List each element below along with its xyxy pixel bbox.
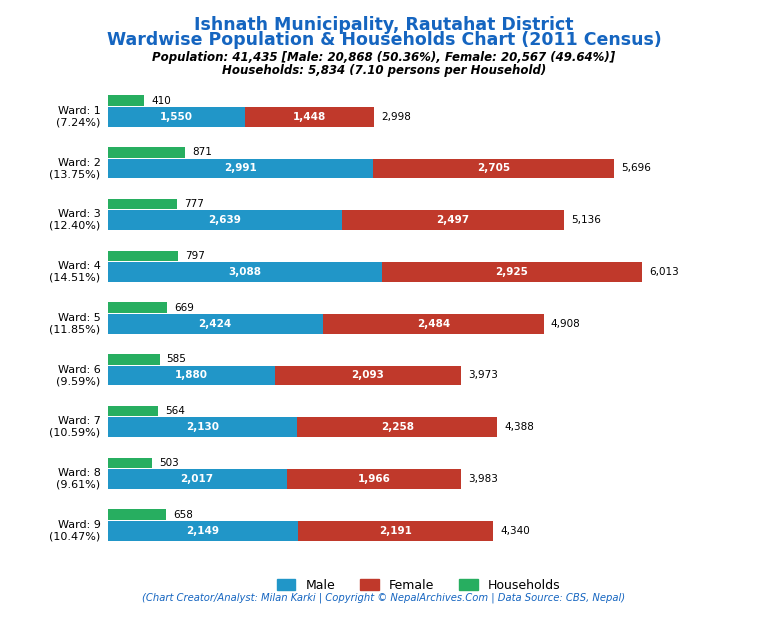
Text: 2,484: 2,484 (417, 319, 450, 329)
Bar (108, 417, 296, 437)
Bar (108, 366, 275, 385)
Bar (299, 521, 493, 541)
Text: 564: 564 (165, 406, 184, 416)
Text: 1,550: 1,550 (160, 112, 193, 121)
Text: 2,639: 2,639 (208, 215, 241, 225)
Legend: Male, Female, Households: Male, Female, Households (272, 574, 565, 597)
Bar (108, 510, 166, 520)
Text: (Chart Creator/Analyst: Milan Karki | Copyright © NepalArchives.Com | Data Sourc: (Chart Creator/Analyst: Milan Karki | Co… (142, 592, 626, 603)
Text: 4,908: 4,908 (551, 319, 581, 329)
Bar (108, 354, 160, 364)
Text: 3,983: 3,983 (468, 474, 498, 484)
Text: 3,088: 3,088 (228, 267, 261, 277)
Text: Households: 5,834 (7.10 persons per Household): Households: 5,834 (7.10 persons per Hous… (222, 64, 546, 77)
Text: 658: 658 (173, 510, 193, 520)
Text: 4,340: 4,340 (500, 526, 530, 536)
Text: 2,093: 2,093 (351, 371, 384, 381)
Text: 585: 585 (167, 354, 187, 364)
Bar (323, 314, 544, 333)
Bar (108, 458, 152, 468)
Text: 6,013: 6,013 (649, 267, 679, 277)
Bar (108, 521, 299, 541)
Text: 2,258: 2,258 (381, 422, 414, 432)
Text: 2,017: 2,017 (180, 474, 214, 484)
Text: 5,136: 5,136 (571, 215, 601, 225)
Bar (245, 107, 374, 126)
Text: 1,448: 1,448 (293, 112, 326, 121)
Text: 503: 503 (159, 458, 179, 468)
Text: 871: 871 (192, 148, 212, 158)
Text: 2,149: 2,149 (187, 526, 220, 536)
Bar (275, 366, 461, 385)
Bar (342, 211, 564, 230)
Text: 797: 797 (185, 251, 205, 261)
Text: 3,973: 3,973 (468, 371, 498, 381)
Text: 777: 777 (184, 199, 204, 209)
Bar (108, 107, 245, 126)
Bar (108, 250, 178, 261)
Bar (108, 406, 157, 416)
Text: 5,696: 5,696 (621, 163, 650, 173)
Bar (382, 262, 642, 282)
Text: 2,705: 2,705 (477, 163, 510, 173)
Text: 4,388: 4,388 (505, 422, 535, 432)
Bar (108, 469, 286, 489)
Bar (108, 262, 382, 282)
Bar (108, 302, 167, 313)
Bar (108, 314, 323, 333)
Bar (286, 469, 462, 489)
Text: 2,998: 2,998 (381, 112, 411, 121)
Text: 2,497: 2,497 (436, 215, 469, 225)
Bar (373, 159, 614, 178)
Bar (108, 95, 144, 106)
Text: Population: 41,435 [Male: 20,868 (50.36%), Female: 20,567 (49.64%)]: Population: 41,435 [Male: 20,868 (50.36%… (152, 51, 616, 64)
Text: 2,130: 2,130 (186, 422, 219, 432)
Bar (108, 147, 185, 158)
Text: 410: 410 (151, 96, 170, 106)
Text: 2,191: 2,191 (379, 526, 412, 536)
Bar (108, 159, 373, 178)
Text: Wardwise Population & Households Chart (2011 Census): Wardwise Population & Households Chart (… (107, 31, 661, 49)
Text: 1,880: 1,880 (174, 371, 207, 381)
Text: 669: 669 (174, 303, 194, 313)
Text: 1,966: 1,966 (358, 474, 391, 484)
Text: 2,991: 2,991 (224, 163, 257, 173)
Bar (108, 211, 342, 230)
Bar (296, 417, 498, 437)
Text: Ishnath Municipality, Rautahat District: Ishnath Municipality, Rautahat District (194, 16, 574, 34)
Bar (108, 199, 177, 209)
Text: 2,925: 2,925 (495, 267, 528, 277)
Text: 2,424: 2,424 (199, 319, 232, 329)
